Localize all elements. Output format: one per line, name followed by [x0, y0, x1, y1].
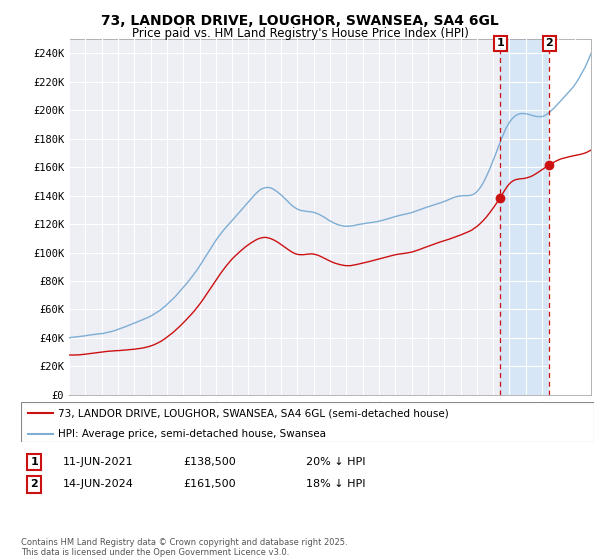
Text: 14-JUN-2024: 14-JUN-2024 [63, 479, 134, 489]
Text: £138,500: £138,500 [183, 457, 236, 467]
Bar [549, 39, 591, 395]
Text: £161,500: £161,500 [183, 479, 236, 489]
Text: 2: 2 [31, 479, 38, 489]
Bar [549, 39, 591, 395]
Bar [500, 39, 549, 395]
Text: HPI: Average price, semi-detached house, Swansea: HPI: Average price, semi-detached house,… [58, 428, 326, 438]
Text: 2: 2 [545, 39, 553, 49]
Text: 73, LANDOR DRIVE, LOUGHOR, SWANSEA, SA4 6GL (semi-detached house): 73, LANDOR DRIVE, LOUGHOR, SWANSEA, SA4 … [58, 408, 449, 418]
Text: Price paid vs. HM Land Registry's House Price Index (HPI): Price paid vs. HM Land Registry's House … [131, 27, 469, 40]
Text: 20% ↓ HPI: 20% ↓ HPI [306, 457, 365, 467]
Text: Contains HM Land Registry data © Crown copyright and database right 2025.
This d: Contains HM Land Registry data © Crown c… [21, 538, 347, 557]
Text: 73, LANDOR DRIVE, LOUGHOR, SWANSEA, SA4 6GL: 73, LANDOR DRIVE, LOUGHOR, SWANSEA, SA4 … [101, 14, 499, 28]
Text: 1: 1 [31, 457, 38, 467]
Text: 1: 1 [496, 39, 504, 49]
Text: 11-JUN-2021: 11-JUN-2021 [63, 457, 134, 467]
Text: 18% ↓ HPI: 18% ↓ HPI [306, 479, 365, 489]
FancyBboxPatch shape [21, 402, 594, 442]
